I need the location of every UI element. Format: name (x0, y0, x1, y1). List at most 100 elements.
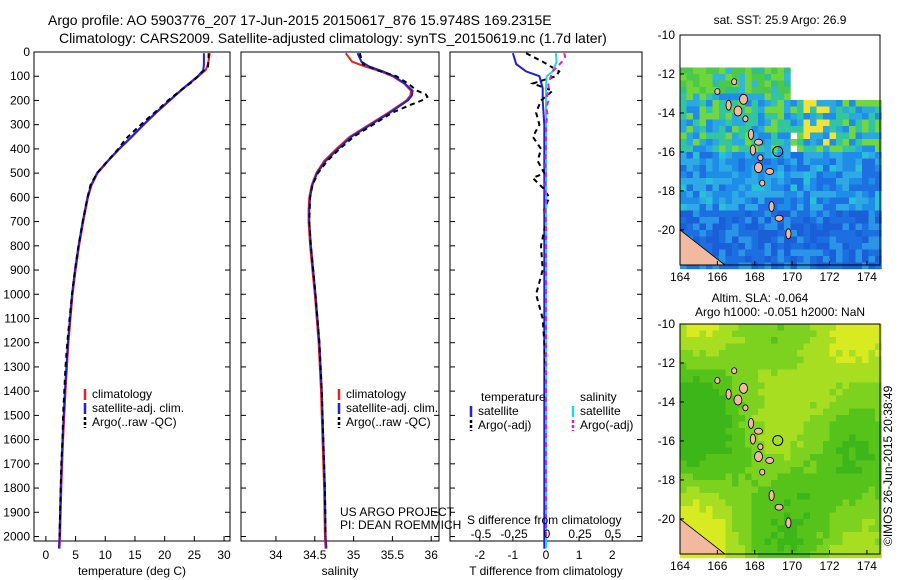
sla_map-cell (836, 434, 843, 442)
sla_map-cell (764, 447, 772, 455)
sla_map-cell (875, 395, 882, 403)
sst_map-cell (764, 152, 772, 159)
sla_map-cell (849, 350, 856, 357)
sst_map-cell (706, 80, 713, 88)
sst_map-cell (784, 74, 791, 81)
sla_map-cell (686, 408, 694, 416)
sla_map-cell (855, 434, 863, 442)
sst_map-cell (829, 223, 837, 231)
sla_map-cell (758, 538, 765, 546)
sst_map-cell (732, 67, 739, 75)
sla_map-cell (849, 519, 856, 526)
island-shape (749, 144, 756, 156)
sst_map-cell (868, 249, 876, 257)
sst_map-cell (816, 184, 824, 192)
sst_map-cell (719, 249, 726, 257)
island-shape (765, 168, 775, 175)
sla_map-cell (777, 545, 785, 552)
argo-float-marker (772, 145, 784, 157)
sst_map-cell (706, 139, 713, 146)
island-shape (754, 162, 763, 173)
sla_map-cell (706, 415, 713, 422)
sst_map-cell (842, 191, 850, 198)
sst_map-cell (797, 126, 804, 133)
island-shape (774, 503, 784, 511)
sla_map-cell (862, 421, 869, 429)
sst_map-cell (777, 223, 785, 231)
sla_map-cell (764, 363, 772, 370)
sst_map-cell (849, 184, 856, 192)
sla_map-cell (810, 493, 817, 500)
salinity-xtick-label: 34.5 (303, 548, 327, 562)
sla_map-cell (732, 532, 739, 539)
sst_map-cell (680, 93, 687, 101)
sla_map-cell (738, 499, 746, 507)
sla_map-cell (680, 415, 687, 422)
sst_map-cell (855, 113, 863, 120)
sla_map-cell (777, 421, 785, 429)
sst_map-cell (849, 256, 856, 263)
sla_map-cell (784, 382, 791, 390)
difference-xtick-label: 1 (576, 548, 583, 562)
sst_map-cell (699, 145, 707, 153)
temperature-xtick-label: 15 (128, 548, 142, 562)
sst_map-cell (712, 236, 720, 244)
sla_map-cell (719, 545, 726, 552)
sla_map-cell (823, 538, 830, 546)
sst_map-cell (680, 217, 687, 224)
sst_map-cell (797, 171, 804, 179)
sla_map-cell (751, 421, 759, 429)
sst_map-cell (706, 230, 713, 237)
sst_map-cell (823, 197, 830, 205)
sst_map-cell (680, 87, 687, 94)
sla_map-cell (816, 324, 824, 331)
sla_map-cell (875, 493, 882, 500)
sla_map-cell (758, 499, 765, 507)
sla_map-cell (836, 486, 843, 494)
sla_map-cell (751, 343, 759, 351)
sst_map-cell (868, 158, 876, 166)
sst_map-cell (875, 230, 882, 237)
sst_map-cell (758, 197, 765, 205)
sla_map-cell (699, 376, 707, 383)
sst_map-cell (725, 223, 733, 231)
sla_map-cell (725, 441, 733, 448)
sla_map-cell (777, 324, 785, 331)
sla_map-cell (771, 350, 778, 357)
sst_map-cell (784, 171, 791, 179)
sla_map-cell (764, 343, 772, 351)
sla_map-cell (764, 382, 772, 390)
sla_map-cell (758, 395, 765, 403)
sst_map-cell (862, 119, 869, 127)
sla_map-cell (745, 467, 752, 474)
sla_map-cell (680, 382, 687, 390)
sla_map-cell (693, 486, 700, 494)
sla_map-cell (855, 447, 863, 455)
sst_map-cell (803, 223, 811, 231)
sst_map-cell (842, 249, 850, 257)
sst_map-cell (771, 230, 778, 237)
sst_map-cell (875, 100, 882, 107)
sla_map-cell (842, 408, 850, 416)
sst_map-cell (751, 184, 759, 192)
sla_map-cell (758, 408, 765, 416)
sst_map-cell (777, 158, 785, 166)
sla_map-cell (764, 506, 772, 513)
sst_map-cell (797, 230, 804, 237)
sst_map-cell (829, 165, 837, 172)
sst_map-cell (875, 171, 882, 179)
sla_map-cell (784, 545, 791, 552)
sla_map-cell (699, 330, 707, 338)
sla_map-cell (823, 408, 830, 416)
sla_map-cell (719, 337, 726, 344)
sst_map-xtick-label: 164 (670, 270, 690, 284)
sst_map-xtick-label: 168 (745, 270, 765, 284)
sla_map-cell (829, 512, 837, 520)
sst_map-cell (862, 210, 869, 218)
sla_map-cell (758, 525, 765, 533)
sla_map-cell (790, 330, 798, 338)
sst_map-cell (816, 171, 824, 179)
sla_map-cell (706, 441, 713, 448)
sla_map-cell (875, 330, 882, 338)
sst_map-cell (842, 204, 850, 211)
